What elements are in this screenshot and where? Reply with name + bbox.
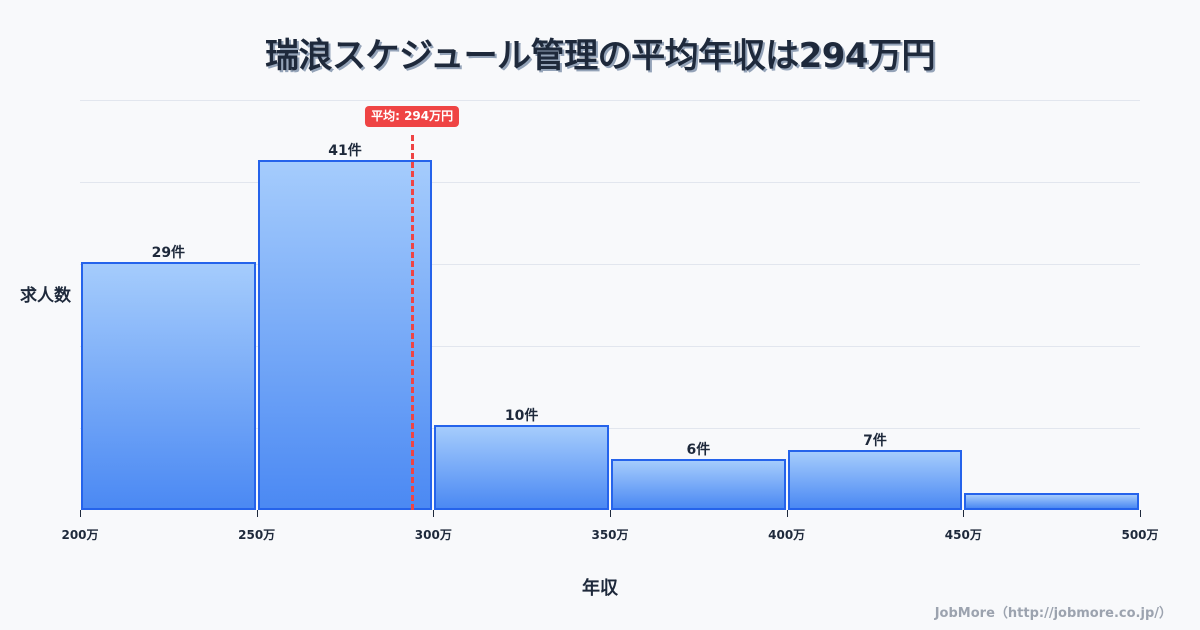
x-tick-label: 450万 xyxy=(944,528,982,542)
x-tick-label: 350万 xyxy=(591,528,629,542)
x-tick xyxy=(610,510,611,517)
bar-value-label: 10件 xyxy=(504,407,539,424)
histogram-bar: 41件 xyxy=(257,143,433,510)
gridline xyxy=(80,100,1140,101)
x-tick xyxy=(1140,510,1141,517)
x-tick-label: 250万 xyxy=(238,528,276,542)
histogram-bar: 7件 xyxy=(787,433,963,510)
x-tick-label: 400万 xyxy=(768,528,806,542)
chart-title: 瑞浪スケジュール管理の平均年収は294万円 xyxy=(264,36,936,76)
x-tick-label: 200万 xyxy=(61,528,99,542)
x-axis: 200万 250万 300万 350万 400万 450万 500万 xyxy=(61,510,1159,542)
x-tick xyxy=(963,510,965,517)
mean-line xyxy=(411,135,415,510)
mean-badge: 平均: 294万円 xyxy=(365,106,460,127)
histogram-bar: 10件 xyxy=(434,408,609,510)
histogram-bar xyxy=(964,492,1139,510)
x-tick xyxy=(80,510,81,517)
y-axis-label: 求人数 xyxy=(20,286,71,306)
plot-area: 29件 41件 10件 6件 7件 xyxy=(80,100,1140,510)
x-tick xyxy=(256,510,258,517)
gridline xyxy=(80,346,1140,347)
x-tick-label: 500万 xyxy=(1121,528,1159,542)
x-tick-label: 300万 xyxy=(414,528,452,542)
bar-value-label: 41件 xyxy=(328,142,362,159)
bar-value-label: 6件 xyxy=(686,441,711,458)
x-tick xyxy=(786,510,788,517)
gridline xyxy=(80,428,1140,429)
gridline xyxy=(80,264,1140,265)
gridline xyxy=(80,182,1140,183)
bar-value-label: 29件 xyxy=(151,245,186,262)
bar-value-label: 7件 xyxy=(863,433,887,450)
source-credit: JobMore（http://jobmore.co.jp/） xyxy=(934,606,1172,621)
histogram-bar: 29件 xyxy=(81,245,256,510)
x-tick xyxy=(433,510,435,517)
histogram-bar: 6件 xyxy=(611,442,786,510)
x-axis-label: 年収 xyxy=(582,578,618,599)
